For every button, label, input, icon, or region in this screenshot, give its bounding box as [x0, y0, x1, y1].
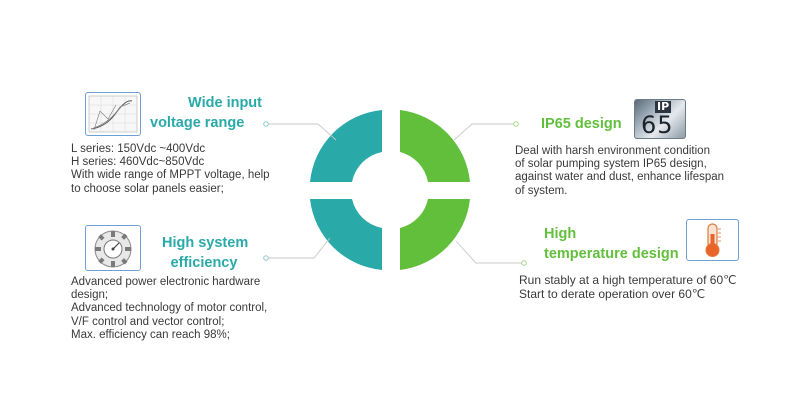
connector-dot-bottom-left [263, 255, 269, 261]
ip65-line: of system. [515, 184, 568, 197]
high-temp-title-line1: High [544, 226, 577, 242]
wide-input-line: to choose solar panels easier; [71, 182, 224, 195]
efficiency-title-line1: High system [162, 235, 249, 251]
ip65-badge-number: 65 [641, 111, 674, 139]
connector-top-left [266, 123, 337, 141]
efficiency-line: Advanced power electronic hardware [71, 276, 261, 288]
efficiency-line: Advanced technology of motor control, [71, 302, 268, 315]
wide-input-line: L series: 150Vdc ~400Vdc [71, 143, 206, 155]
ring-segment-bottom-right [400, 199, 470, 270]
wide-input-title: Wide input voltage range [150, 93, 262, 133]
wide-input-description: L series: 150Vdc ~400Vdc H series: 460Vd… [71, 143, 270, 196]
wide-input-title-line1: Wide input [188, 95, 262, 111]
connector-top-right [453, 123, 516, 141]
high-temp-description: Run stably at a high temperature of 60℃ … [519, 273, 737, 301]
ip65-badge-top-text: IP [655, 100, 672, 113]
efficiency-line: Max. efficiency can reach 98%; [71, 328, 230, 341]
ip65-line: against water and dust, enhance lifespan [515, 171, 725, 184]
connector-bottom-right [455, 240, 524, 264]
efficiency-title-line2: efficiency [170, 255, 238, 271]
ip65-title-text: IP65 design [541, 116, 622, 132]
high-temp-line: Run stably at a high temperature of 60℃ [519, 273, 737, 287]
connector-dot-top-left [263, 121, 269, 127]
wide-input-line: H series: 460Vdc~850Vdc [71, 156, 205, 169]
ip65-badge-icon: IP 65 [634, 99, 686, 139]
thermometer-icon [686, 219, 739, 261]
voltage-curve-chart-icon [85, 92, 141, 136]
high-temp-title: High temperature design [544, 224, 679, 264]
connector-bottom-left [266, 237, 331, 259]
high-temp-line: Start to derate operation over 60℃ [519, 287, 706, 301]
ring-segment-top-right [400, 110, 470, 182]
efficiency-line: design; [71, 289, 109, 302]
high-temp-title-line2: temperature design [544, 246, 679, 262]
efficiency-gauge-icon [85, 225, 141, 271]
ip65-description: Deal with harsh environment condition of… [515, 145, 724, 198]
ring-segment-top-left [310, 110, 382, 182]
ip65-line: Deal with harsh environment condition [515, 145, 710, 157]
wide-input-line: With wide range of MPPT voltage, help [71, 169, 270, 182]
efficiency-description: Advanced power electronic hardware desig… [71, 276, 267, 342]
ring-segment-bottom-left [310, 199, 382, 270]
efficiency-title: High system efficiency [162, 233, 249, 273]
ip65-title: IP65 design [541, 114, 622, 134]
connector-dot-top-right [513, 121, 519, 127]
efficiency-line: V/F control and vector control; [71, 315, 225, 328]
connector-dot-bottom-right [521, 260, 527, 266]
wide-input-title-line2: voltage range [150, 115, 245, 131]
ip65-line: of solar pumping system IP65 design, [515, 158, 707, 171]
